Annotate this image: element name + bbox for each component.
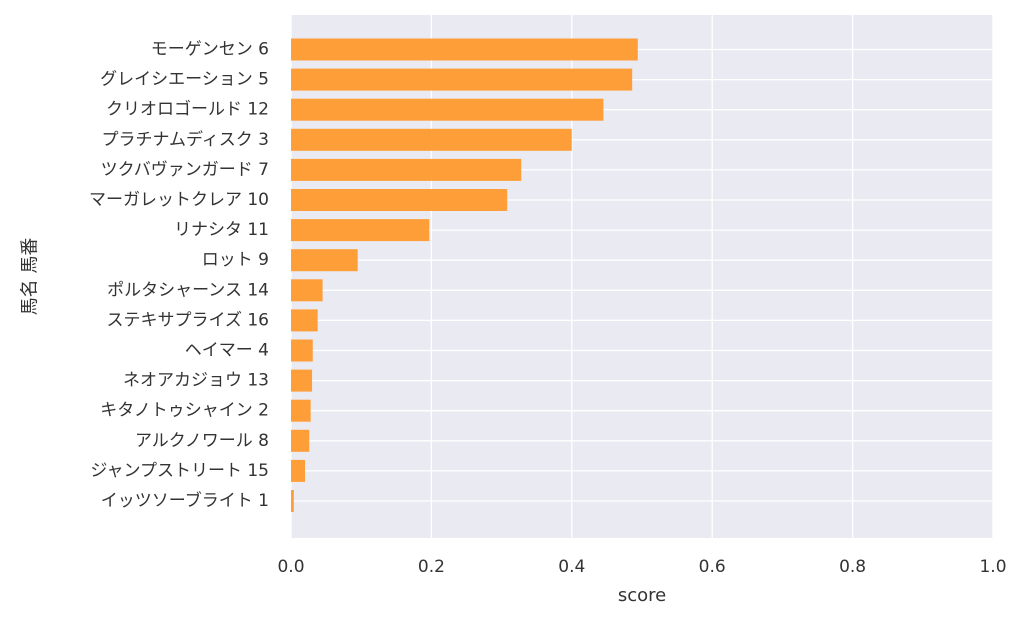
y-tick-label: ロット 9	[202, 250, 269, 270]
bar	[291, 399, 311, 422]
y-tick-label: ネオアカジョウ 13	[123, 371, 269, 391]
y-tick-label: アルクノワール 8	[135, 431, 269, 451]
bar	[291, 38, 638, 61]
y-tick-label: イッツソーブライト 1	[101, 490, 269, 511]
y-tick-label: クリオロゴールド 12	[106, 99, 269, 120]
bar	[291, 128, 572, 151]
y-axis-label: 馬名 馬番	[20, 238, 41, 316]
bar	[291, 279, 323, 302]
y-tick-label: キタノトゥシャイン 2	[100, 401, 269, 421]
bar	[291, 309, 318, 332]
bar	[291, 339, 313, 362]
plot-background	[291, 15, 993, 538]
bar	[291, 369, 313, 392]
bar	[291, 249, 358, 272]
bar	[291, 459, 306, 482]
x-tick-label: 0.0	[277, 557, 304, 577]
y-tick-label: モーゲンセン 6	[151, 40, 269, 60]
x-tick-label: 0.2	[418, 557, 445, 577]
y-tick-labels: モーゲンセン 6 グレイシエーション 5 クリオロゴールド 12 プラチナムディスク …	[89, 40, 269, 512]
y-tick-label: リナシタ 11	[174, 220, 269, 240]
bars	[291, 38, 638, 512]
bar	[291, 429, 310, 452]
bar	[291, 490, 294, 512]
bar	[291, 98, 604, 121]
bar	[291, 189, 508, 211]
x-tick-label: 1.0	[979, 557, 1006, 577]
x-axis-label: score	[618, 585, 666, 606]
x-tick-label: 0.4	[558, 557, 585, 577]
bar	[291, 68, 633, 91]
y-tick-label: グレイシエーション 5	[100, 70, 269, 90]
x-tick-label: 0.6	[699, 557, 726, 577]
y-tick-label: ヘイマー 4	[185, 341, 269, 361]
y-tick-label: ジャンプストリート 15	[90, 461, 269, 481]
y-tick-label: マーガレットクレア 10	[89, 190, 269, 210]
y-tick-label: ツクバヴァンガード 7	[101, 160, 269, 180]
bar	[291, 158, 522, 181]
bar	[291, 219, 430, 242]
x-tick-labels: 0.0 0.2 0.4 0.6 0.8 1.0	[277, 557, 1006, 577]
y-tick-label: ステキサプライズ 16	[106, 310, 269, 330]
x-tick-label: 0.8	[839, 557, 866, 577]
y-tick-label: ポルタシャーンス 14	[107, 280, 269, 300]
y-tick-label: プラチナムディスク 3	[101, 129, 269, 150]
